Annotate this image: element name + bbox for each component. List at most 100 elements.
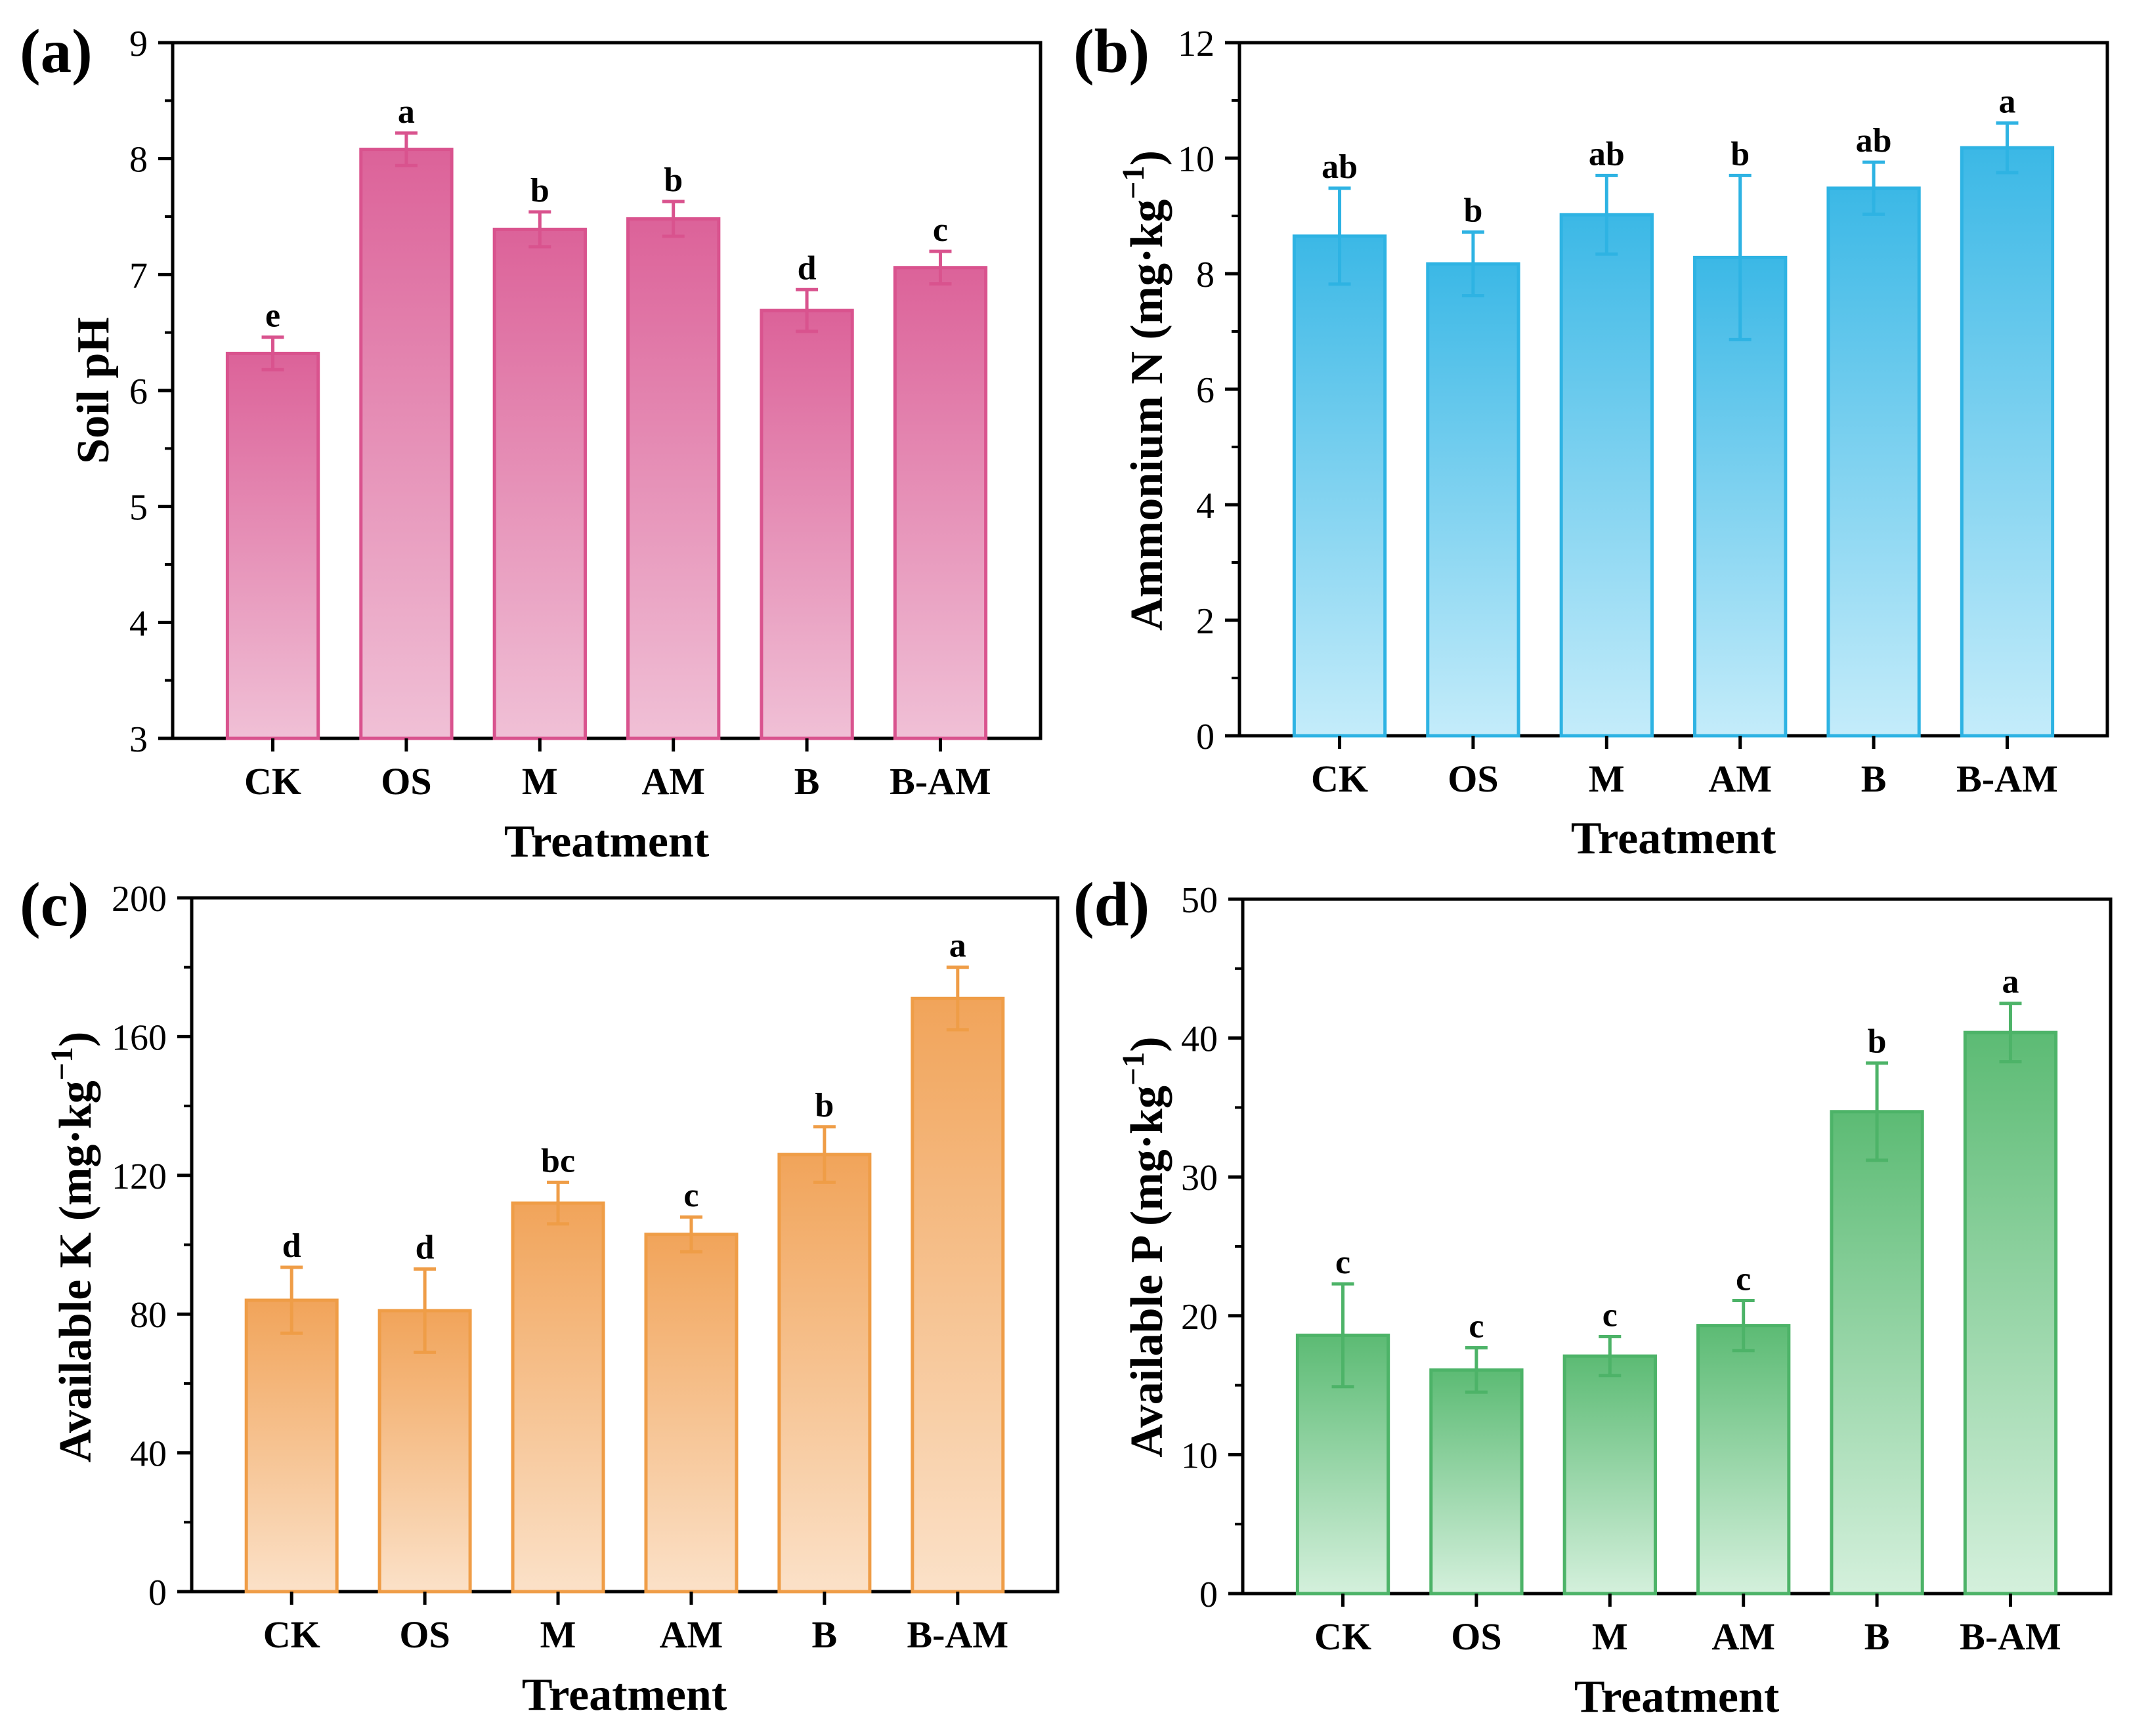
panel-b-y-axis-title-main: Ammonium N (mg·kg <box>1122 200 1172 631</box>
panel-a-error-bar-m <box>528 210 551 249</box>
panel-b-significance-letter: b <box>1731 135 1750 173</box>
panel-d-y-tick-label: 50 <box>1181 880 1218 921</box>
panel-b-x-tick-label: B-AM <box>1956 757 2058 800</box>
panel-a-error-bar-b-am <box>929 249 952 286</box>
panel-a-y-axis-title: Soil pH <box>68 317 119 464</box>
panel-d-error-bar-m <box>1599 1335 1622 1378</box>
panel-b-y-tick-label: 0 <box>1196 717 1215 757</box>
panel-b-bar-m <box>1559 213 1654 738</box>
panel-a-y-tick-label: 4 <box>129 603 148 644</box>
panel-c-y-axis-title-tail: ) <box>51 1032 101 1047</box>
panel-b-y-axis-title-sup: −1 <box>1116 165 1151 199</box>
panel-d-significance-letter: c <box>1469 1307 1484 1345</box>
panel-c-y-tick-label: 160 <box>112 1017 167 1058</box>
panel-c-y-axis-title-sup: −1 <box>45 1047 79 1080</box>
panel-b-y-tick-label: 8 <box>1196 255 1215 295</box>
panel-a-y-tick-label: 5 <box>129 488 148 528</box>
panel-a-x-axis: CK OS M AM B B-AM <box>244 738 991 803</box>
panel-b-label: (b) <box>1073 16 1150 86</box>
panel-b-significance-letter: ab <box>1322 148 1358 186</box>
panel-d-y-axis-title-sup: −1 <box>1116 1052 1151 1086</box>
panel-d-x-axis-title: Treatment <box>1574 1672 1779 1722</box>
panel-c-bar-b <box>777 1153 872 1594</box>
panel-c-error-bar-b-am <box>946 965 969 1032</box>
panel-c-y-axis-title: Available K (mg·kg−1) <box>45 1032 101 1463</box>
panel-d-significance-letter: c <box>1335 1244 1350 1281</box>
panel-d-y-axis-title: Available P (mg·kg−1) <box>1116 1036 1172 1457</box>
panel-a-significance-letter: e <box>265 297 280 335</box>
panel-a-bar-m <box>492 227 587 740</box>
panel-b-x-axis-title: Treatment <box>1571 813 1776 864</box>
panel-d-significance-letter: c <box>1736 1261 1751 1298</box>
panel-a-y-tick-label: 3 <box>129 719 148 760</box>
panel-b-x-tick-label: CK <box>1311 757 1368 800</box>
panel-a-bar-ck <box>225 351 320 740</box>
panel-b-error-bar-b-am <box>1996 121 2019 175</box>
panel-c-y-tick-label: 120 <box>112 1156 167 1197</box>
panel-c-y-tick-label: 200 <box>112 879 167 920</box>
panel-c-label: (c) <box>20 870 89 939</box>
panel-a-significance-letter: c <box>933 211 948 249</box>
panel-b-x-axis: CK OS M AM B B-AM <box>1311 736 2058 800</box>
panel-b-bar-b-am <box>1960 146 2055 738</box>
panel-b-bars: ab b ab b ab a <box>1292 83 2055 738</box>
panel-d-error-bar-b-am <box>1999 1002 2022 1064</box>
panel-c-bar-b-am <box>911 996 1005 1594</box>
panel-d-error-bar-b <box>1866 1061 1889 1162</box>
panel-a-x-axis-title: Treatment <box>504 816 709 867</box>
panel-a-significance-letter: b <box>664 161 683 199</box>
panel-a-error-bar-b <box>796 287 819 333</box>
panel-a-bar-b-am <box>893 266 988 740</box>
panel-b-x-tick-label: AM <box>1708 757 1772 800</box>
panel-a-bar-os <box>359 148 454 740</box>
panel-d-x-tick-label: CK <box>1314 1615 1371 1658</box>
panel-d-error-bar-ck <box>1331 1282 1354 1389</box>
panel-c-y-axis-title-main: Available K (mg·kg <box>51 1080 101 1462</box>
panel-d-y-tick-label: 0 <box>1199 1575 1218 1615</box>
panel-c-bar-ck <box>244 1298 339 1594</box>
panel-d-x-tick-label: M <box>1592 1615 1628 1658</box>
panel-d-bar-b-am <box>1963 1030 2058 1596</box>
panel-c-error-bar-ck <box>280 1265 303 1335</box>
panel-a-x-tick-label: B <box>794 760 820 803</box>
panel-d-error-bar-os <box>1465 1345 1488 1394</box>
panel-d-y-axis-title-main: Available P (mg·kg <box>1122 1086 1172 1458</box>
panel-a-significance-letter: b <box>530 172 549 209</box>
panel-b-bar-os <box>1426 262 1520 738</box>
panel-c-significance-letter: d <box>416 1229 435 1266</box>
panel-a-y-tick-label: 6 <box>129 371 148 412</box>
panel-a-significance-letter: d <box>798 249 817 287</box>
panel-c-y-tick-label: 0 <box>148 1573 167 1613</box>
panel-d-significance-letter: a <box>2002 963 2019 1001</box>
panel-b-error-bar-b <box>1862 160 1885 216</box>
panel-a-bar-am <box>626 217 721 740</box>
panel-c-x-tick-label: B-AM <box>907 1613 1008 1656</box>
panel-b-significance-letter: ab <box>1589 135 1625 173</box>
panel-c-error-bar-am <box>679 1215 702 1254</box>
panel-b-error-bar-ck <box>1328 186 1351 286</box>
panel-b-y-axis: 0 2 4 6 8 10 12 <box>1178 24 1239 757</box>
panel-d-y-tick-label: 30 <box>1181 1158 1218 1198</box>
panel-d-x-tick-label: AM <box>1711 1615 1775 1658</box>
panel-c-bar-am <box>644 1233 739 1594</box>
panel-a-y-axis-title-main: Soil pH <box>68 317 119 464</box>
panel-b-y-tick-label: 10 <box>1178 139 1215 180</box>
panel-c-significance-letter: bc <box>541 1142 575 1179</box>
panel-b-x-tick-label: M <box>1589 757 1625 800</box>
panel-a: (a) e a b b d c 3 4 5 6 7 8 9 CK OS M AM B B-AM Treatmen… <box>20 16 1043 867</box>
panel-d-bar-am <box>1696 1324 1791 1596</box>
panel-c-significance-letter: b <box>815 1087 834 1124</box>
panel-d-significance-letter: b <box>1868 1023 1887 1061</box>
panel-d-x-tick-label: B <box>1864 1615 1890 1658</box>
panel-a-error-bar-ck <box>261 335 284 371</box>
panel-c-y-tick-label: 80 <box>130 1295 167 1336</box>
panel-d-y-tick-label: 40 <box>1181 1019 1218 1060</box>
panel-a-x-tick-label: CK <box>244 760 301 803</box>
panel-d-bar-m <box>1562 1354 1657 1596</box>
panel-b-y-tick-label: 6 <box>1196 370 1215 411</box>
panel-c-bar-m <box>511 1201 605 1594</box>
panel-b-x-tick-label: B <box>1861 757 1887 800</box>
panel-c-error-bar-os <box>414 1267 437 1354</box>
panel-a-bar-b <box>760 308 854 740</box>
